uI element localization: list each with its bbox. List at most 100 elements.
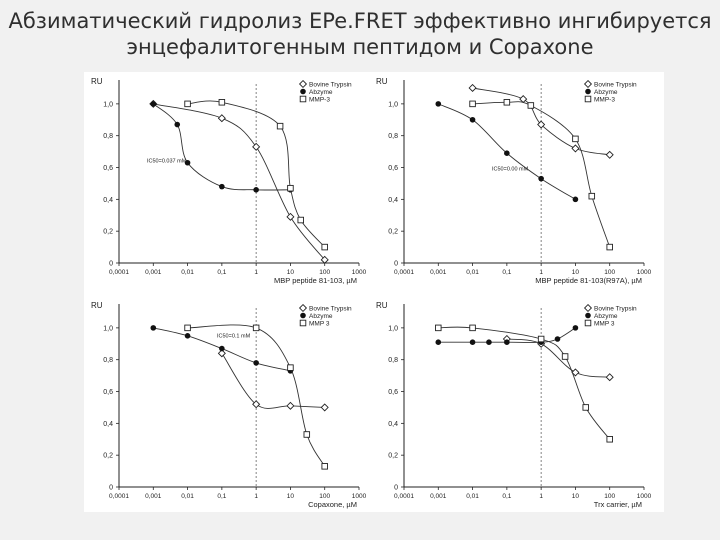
chart-panel-2: 0 0,2 0,4 0,6 0,8 1,0 RU 0,0001 0,001 0,01 0,1 1 10 1…: [376, 77, 652, 285]
x-tick-label: 0,1: [217, 269, 226, 276]
x-tick-label: 10: [572, 493, 580, 500]
x-tick-label: 0,001: [430, 493, 447, 500]
data-point: [469, 324, 476, 332]
y-tick-label: 0,2: [103, 229, 113, 236]
data-point: [538, 175, 544, 182]
legend-label: Bovine Trypsin: [309, 306, 352, 313]
y-tick-label: 0: [394, 261, 398, 268]
series-line: [153, 103, 291, 191]
data-point: [217, 349, 226, 358]
legend-label: Bovine Trypsin: [309, 82, 352, 89]
y-tick-label: 0,8: [388, 133, 398, 140]
data-point: [218, 99, 226, 106]
data-point: [571, 144, 580, 153]
x-tick-label: 0,01: [466, 493, 479, 500]
data-point: [297, 216, 304, 224]
y-tick-label: 1,0: [388, 101, 398, 108]
data-point: [504, 339, 510, 345]
x-tick-label: 0,01: [181, 493, 194, 500]
series-filled-circle: [150, 325, 294, 374]
x-tick-label: 0,1: [502, 493, 511, 500]
series-line: [153, 103, 326, 261]
series-diamond: [468, 83, 614, 159]
legend-label: MMP-3: [594, 97, 615, 104]
data-point: [286, 401, 295, 410]
y-tick-label: 0,8: [103, 357, 113, 364]
legend-marker: [299, 95, 307, 103]
y-axis-label: RU: [376, 301, 388, 310]
x-tick-label: 0,1: [217, 493, 226, 500]
x-axis-label: Trx carrier, µM: [594, 500, 642, 509]
data-point: [606, 243, 613, 251]
x-axis-label: MBP peptide 81-103, µM: [274, 276, 357, 285]
x-tick-label: 100: [319, 493, 330, 500]
legend-label: MMP 3: [594, 321, 615, 328]
data-point: [320, 403, 329, 412]
y-tick-label: 0,2: [103, 453, 113, 460]
data-point: [287, 364, 294, 371]
x-tick-label: 10: [287, 269, 295, 276]
legend-marker: [300, 312, 306, 319]
x-tick-label: 1000: [352, 269, 367, 276]
data-point: [435, 324, 442, 332]
data-point: [435, 339, 442, 345]
data-point: [184, 100, 191, 108]
y-tick-label: 0,2: [388, 229, 398, 236]
series-filled-circle: [435, 101, 579, 203]
y-axis-label: RU: [376, 77, 388, 86]
x-tick-label: 0,01: [181, 269, 194, 276]
x-tick-label: 100: [319, 269, 330, 276]
data-point: [504, 150, 510, 156]
y-tick-label: 0,8: [388, 357, 398, 364]
x-tick-label: 1: [254, 269, 258, 276]
x-axis-label: Copaxone, µM: [308, 500, 357, 509]
x-tick-label: 1: [254, 493, 258, 500]
series-square: [435, 324, 613, 443]
y-tick-label: 0: [394, 485, 398, 492]
legend-label: Bovine Trypsin: [594, 82, 637, 89]
slide-title-line-2: энцефалитогенным пептидом и Copaxone: [126, 35, 594, 59]
chart-panel-4: 0 0,2 0,4 0,6 0,8 1,0 RU 0,0001 0,001 0,01 0,1 1 10 1…: [376, 301, 652, 509]
data-point: [605, 150, 614, 159]
y-axis-label: RU: [91, 301, 103, 310]
series-line: [506, 338, 610, 378]
x-tick-label: 1000: [637, 493, 652, 500]
x-axis-label: MBP peptide 81-103(R97A), µM: [535, 276, 642, 285]
ic50-annotation: IC50=0.1 mM: [217, 333, 251, 339]
data-point: [469, 100, 476, 108]
x-tick-label: 100: [604, 269, 615, 276]
legend-label: Abzyme: [594, 313, 618, 320]
data-point: [469, 116, 476, 123]
x-tick-label: 1: [539, 493, 543, 500]
legend-label: Bovine Trypsin: [594, 306, 637, 313]
data-point: [303, 431, 311, 438]
legend-marker: [583, 303, 593, 313]
series-filled-circle: [435, 325, 579, 345]
data-point: [561, 353, 569, 360]
data-point: [605, 373, 614, 382]
data-point: [503, 99, 511, 106]
data-point: [588, 192, 596, 200]
x-tick-label: 100: [604, 493, 615, 500]
y-tick-label: 1,0: [103, 101, 113, 108]
data-point: [219, 183, 225, 190]
series-line: [438, 326, 611, 440]
y-tick-label: 0,6: [103, 389, 113, 396]
legend-marker: [300, 88, 306, 95]
data-point: [537, 120, 546, 129]
legend-marker: [585, 88, 591, 95]
x-tick-label: 10: [572, 269, 580, 276]
legend-marker: [585, 312, 591, 319]
series-line: [221, 353, 325, 409]
x-tick-label: 0,0001: [394, 493, 414, 500]
legend-marker: [584, 95, 592, 103]
x-tick-label: 1000: [352, 493, 367, 500]
y-axis-label: RU: [91, 77, 103, 86]
legend-label: Abzyme: [309, 313, 333, 320]
series-square: [184, 99, 328, 251]
data-point: [572, 135, 579, 143]
y-tick-label: 0,4: [103, 197, 113, 204]
data-point: [184, 324, 191, 332]
legend-label: MMP 3: [309, 321, 330, 328]
x-tick-label: 0,001: [145, 493, 162, 500]
